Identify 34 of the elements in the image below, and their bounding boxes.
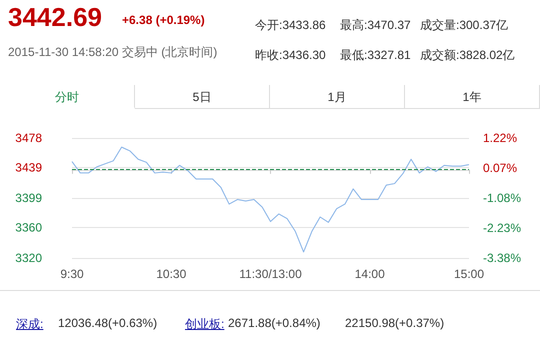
y2-tick-label: -2.23%: [483, 221, 522, 235]
text: 5日: [135, 85, 270, 109]
x-tick-label: 14:00: [354, 267, 386, 281]
text: 2015-11-30 14:58:20 交易中 (北京时间): [8, 44, 218, 61]
text: 12036.48(+0.63%): [58, 316, 158, 330]
y-tick-label: 3320: [15, 251, 42, 265]
text: 分时: [0, 85, 135, 109]
text: 最低:3327.81: [340, 47, 411, 64]
x-tick-label: 9:30: [60, 267, 84, 281]
y2-tick-label: -3.38%: [483, 251, 522, 265]
x-tick-label: 15:00: [454, 267, 484, 281]
text: 成交额:3828.02亿: [420, 47, 515, 64]
text: 22150.98(+0.37%): [345, 316, 444, 330]
y2-tick-label: 1.22%: [483, 131, 518, 145]
x-tick-label: 10:30: [156, 267, 187, 281]
y-tick-label: 3360: [15, 220, 42, 235]
x-tick-label: 11:30/13:00: [239, 267, 302, 281]
y2-tick-label: -1.08%: [483, 191, 522, 205]
text: 1年: [405, 85, 540, 109]
text: 创业板:: [185, 317, 224, 331]
text: 成交量:300.37亿: [420, 17, 508, 34]
text: 最高:3470.37: [340, 17, 411, 34]
text: 今开:3433.86: [255, 17, 326, 34]
text: +6.38 (+0.19%): [122, 13, 205, 27]
chart-title: 3442.69: [8, 2, 102, 33]
y-tick-label: 3439: [15, 160, 42, 175]
text: 2671.88(+0.84%): [228, 316, 320, 330]
text: 深成:: [16, 317, 44, 331]
y-tick-label: 3399: [15, 191, 42, 205]
y2-tick-label: 0.07%: [483, 161, 518, 175]
y-tick-label: 3478: [15, 131, 42, 145]
text: 昨收:3436.30: [255, 47, 326, 64]
text: 1月: [270, 85, 405, 109]
line-series: [72, 146, 470, 252]
